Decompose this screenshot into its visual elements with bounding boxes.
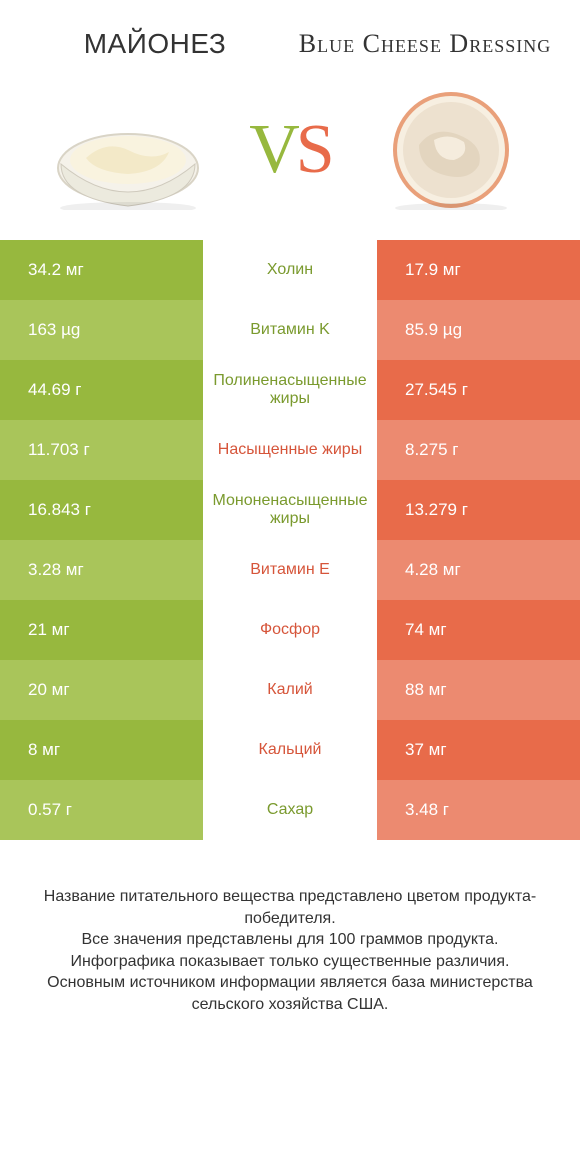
- footer-line-2: Все значения представлены для 100 граммо…: [30, 929, 550, 951]
- vs-row: VS: [0, 70, 580, 240]
- mayo-image: [51, 90, 206, 210]
- value-right: 27.545 г: [377, 360, 580, 420]
- value-left: 0.57 г: [0, 780, 203, 840]
- table-row: 20 мгКалий88 мг: [0, 660, 580, 720]
- footer-line-1: Название питательного вещества представл…: [30, 886, 550, 929]
- nutrient-label: Калий: [203, 660, 377, 720]
- table-row: 11.703 гНасыщенные жиры8.275 г: [0, 420, 580, 480]
- table-row: 44.69 гПолиненасыщенные жиры27.545 г: [0, 360, 580, 420]
- value-right: 13.279 г: [377, 480, 580, 540]
- table-row: 163 µgВитамин K85.9 µg: [0, 300, 580, 360]
- table-row: 3.28 мгВитамин E4.28 мг: [0, 540, 580, 600]
- value-right: 37 мг: [377, 720, 580, 780]
- value-left: 20 мг: [0, 660, 203, 720]
- nutrient-label: Мононенасыщенные жиры: [203, 480, 377, 540]
- nutrient-label: Витамин K: [203, 300, 377, 360]
- nutrient-label: Насыщенные жиры: [203, 420, 377, 480]
- value-right: 8.275 г: [377, 420, 580, 480]
- table-row: 16.843 гМононенасыщенные жиры13.279 г: [0, 480, 580, 540]
- footer-notes: Название питательного вещества представл…: [0, 840, 580, 1036]
- nutrient-label: Фосфор: [203, 600, 377, 660]
- value-left: 11.703 г: [0, 420, 203, 480]
- value-left: 44.69 г: [0, 360, 203, 420]
- value-right: 85.9 µg: [377, 300, 580, 360]
- value-left: 3.28 мг: [0, 540, 203, 600]
- product-left-title: МАЙОНЕЗ: [84, 28, 227, 60]
- footer-line-4: Основным источником информации является …: [30, 972, 550, 1015]
- value-left: 34.2 мг: [0, 240, 203, 300]
- nutrition-table: 34.2 мгХолин17.9 мг163 µgВитамин K85.9 µ…: [0, 240, 580, 840]
- table-row: 21 мгФосфор74 мг: [0, 600, 580, 660]
- table-row: 8 мгКальций37 мг: [0, 720, 580, 780]
- nutrient-label: Кальций: [203, 720, 377, 780]
- value-left: 16.843 г: [0, 480, 203, 540]
- footer-line-3: Инфографика показывает только существенн…: [30, 951, 550, 973]
- vs-s: S: [296, 111, 331, 188]
- value-right: 3.48 г: [377, 780, 580, 840]
- value-left: 8 мг: [0, 720, 203, 780]
- value-right: 4.28 мг: [377, 540, 580, 600]
- value-right: 88 мг: [377, 660, 580, 720]
- dressing-image: [374, 90, 529, 210]
- nutrient-label: Холин: [203, 240, 377, 300]
- nutrient-label: Витамин E: [203, 540, 377, 600]
- vs-label: VS: [249, 110, 331, 190]
- header-right: Blue Cheese Dressing: [290, 28, 560, 60]
- table-row: 34.2 мгХолин17.9 мг: [0, 240, 580, 300]
- nutrient-label: Сахар: [203, 780, 377, 840]
- nutrient-label: Полиненасыщенные жиры: [203, 360, 377, 420]
- value-left: 21 мг: [0, 600, 203, 660]
- header-left: МАЙОНЕЗ: [20, 28, 290, 60]
- value-right: 17.9 мг: [377, 240, 580, 300]
- vs-v: V: [249, 111, 296, 188]
- table-row: 0.57 гСахар3.48 г: [0, 780, 580, 840]
- product-right-title: Blue Cheese Dressing: [299, 30, 551, 57]
- value-right: 74 мг: [377, 600, 580, 660]
- value-left: 163 µg: [0, 300, 203, 360]
- header: МАЙОНЕЗ Blue Cheese Dressing: [0, 0, 580, 70]
